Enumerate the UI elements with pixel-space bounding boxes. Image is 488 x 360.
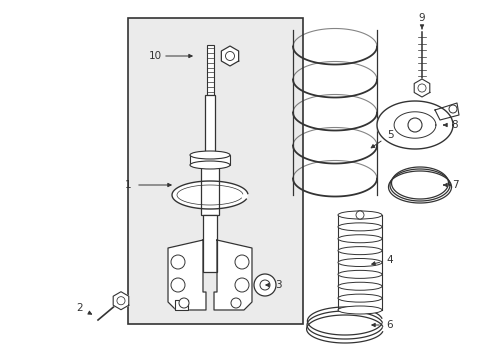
Polygon shape: [337, 215, 381, 310]
Bar: [201, 165, 219, 215]
Circle shape: [117, 297, 125, 305]
Text: 4: 4: [386, 255, 392, 265]
Ellipse shape: [337, 270, 381, 278]
Circle shape: [230, 298, 241, 308]
Bar: [203, 215, 217, 272]
Ellipse shape: [337, 258, 381, 266]
Polygon shape: [113, 292, 128, 310]
Bar: [128, 18, 303, 324]
Text: 6: 6: [386, 320, 392, 330]
Bar: [190, 155, 229, 165]
Circle shape: [260, 280, 269, 290]
Circle shape: [235, 255, 248, 269]
Ellipse shape: [190, 151, 229, 159]
Circle shape: [225, 51, 234, 60]
Ellipse shape: [352, 211, 366, 219]
Circle shape: [235, 278, 248, 292]
Polygon shape: [434, 103, 458, 120]
Circle shape: [171, 255, 184, 269]
Bar: [206, 45, 213, 95]
Circle shape: [417, 84, 425, 92]
Ellipse shape: [337, 235, 381, 243]
Polygon shape: [413, 79, 429, 97]
Ellipse shape: [337, 211, 381, 219]
Ellipse shape: [337, 247, 381, 255]
Polygon shape: [389, 169, 449, 201]
Text: 9: 9: [418, 13, 425, 23]
Polygon shape: [221, 46, 238, 66]
Polygon shape: [168, 240, 205, 310]
Text: 3: 3: [274, 280, 281, 290]
Polygon shape: [172, 181, 247, 209]
Ellipse shape: [337, 282, 381, 290]
Circle shape: [171, 278, 184, 292]
Text: 8: 8: [451, 120, 457, 130]
Circle shape: [448, 105, 456, 113]
Ellipse shape: [337, 223, 381, 231]
Ellipse shape: [190, 161, 229, 169]
Bar: [204, 95, 215, 155]
Polygon shape: [175, 300, 187, 310]
Circle shape: [407, 118, 421, 132]
Circle shape: [355, 211, 363, 219]
Circle shape: [253, 274, 275, 296]
Ellipse shape: [337, 294, 381, 302]
Polygon shape: [214, 240, 251, 310]
Polygon shape: [376, 101, 452, 149]
Text: 7: 7: [451, 180, 457, 190]
Text: 5: 5: [386, 130, 392, 140]
Ellipse shape: [337, 306, 381, 314]
Text: 10: 10: [148, 51, 161, 61]
Circle shape: [179, 298, 189, 308]
Text: 1: 1: [124, 180, 131, 190]
Text: 2: 2: [77, 303, 83, 313]
